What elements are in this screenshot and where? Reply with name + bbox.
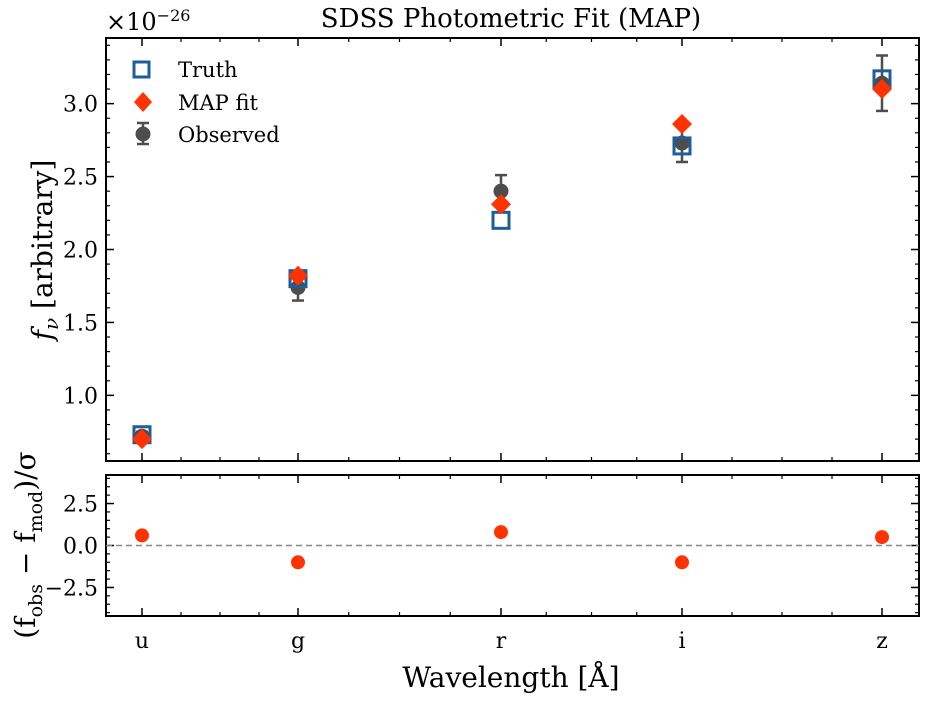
y-tick-label: 1.0 bbox=[63, 384, 98, 409]
residual-point bbox=[875, 530, 889, 545]
y-tick-label: 2.5 bbox=[63, 166, 98, 191]
x-axis-label: Wavelength [Å] bbox=[402, 661, 619, 694]
y-axis-label: fν [arbitrary] bbox=[26, 160, 63, 343]
legend-map-fit-marker bbox=[134, 92, 152, 112]
x-tick-label: u bbox=[135, 629, 149, 654]
legend-map-fit-label: MAP fit bbox=[178, 91, 258, 115]
residual-point bbox=[291, 555, 305, 570]
residual-axes-marks bbox=[106, 525, 919, 570]
map-fit-point bbox=[491, 194, 511, 215]
x-tick-label: z bbox=[876, 629, 888, 654]
truth-point bbox=[491, 210, 511, 230]
x-tick-label: r bbox=[496, 629, 507, 654]
x-tick-label: g bbox=[291, 629, 305, 654]
y-tick-label: 3.0 bbox=[63, 93, 98, 118]
map-fit-point bbox=[672, 114, 692, 135]
residual-y-axis-label: (fobs − fmod)/σ bbox=[9, 451, 47, 638]
residual-point bbox=[494, 525, 508, 540]
truth-point bbox=[672, 136, 692, 156]
residual-point bbox=[675, 555, 689, 570]
observed-point bbox=[493, 173, 509, 209]
legend: Truth MAP fit Observed bbox=[132, 58, 280, 147]
y-tick-label: 2.0 bbox=[63, 239, 98, 264]
y-offset-text: ×10−26 bbox=[106, 6, 190, 36]
y-tick-label: 1.5 bbox=[63, 311, 98, 336]
legend-observed-label: Observed bbox=[178, 123, 280, 147]
map-fit-point bbox=[872, 79, 892, 100]
legend-observed-marker bbox=[135, 121, 151, 146]
top-axes-marks bbox=[132, 54, 892, 450]
map-fit-point bbox=[132, 429, 152, 450]
residual-axes-ticks: −2.5 0.0 2.5 u g r i z bbox=[45, 475, 919, 654]
legend-truth-label: Truth bbox=[178, 58, 238, 82]
top-axes-ticks: 1.0 1.5 2.0 2.5 3.0 bbox=[63, 38, 919, 461]
residual-point bbox=[135, 528, 149, 543]
map-fit-point bbox=[288, 265, 308, 286]
x-tick-label: i bbox=[678, 629, 685, 654]
legend-truth-marker bbox=[132, 60, 151, 79]
residual-y-tick-label: 0.0 bbox=[63, 535, 98, 560]
residual-y-tick-label: −2.5 bbox=[45, 576, 98, 601]
residual-y-tick-label: 2.5 bbox=[63, 493, 98, 518]
chart-title: SDSS Photometric Fit (MAP) bbox=[321, 4, 701, 34]
